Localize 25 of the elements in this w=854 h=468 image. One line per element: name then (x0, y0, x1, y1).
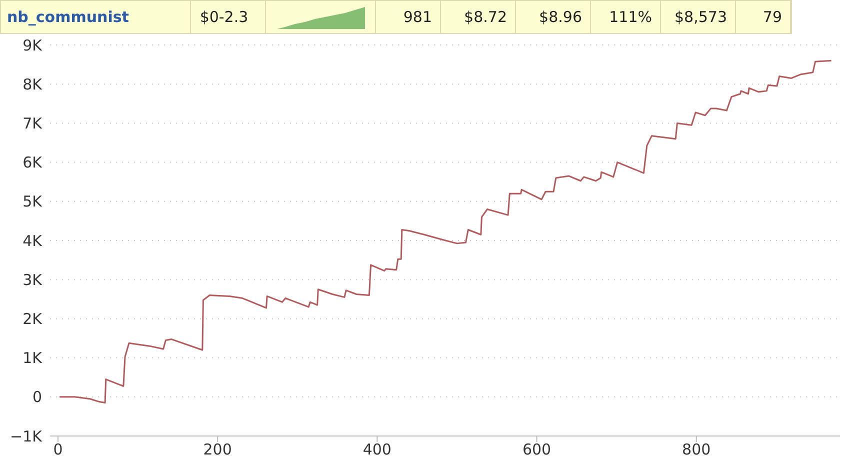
y-tick-label: 6K (22, 154, 44, 172)
y-tick-label: 4K (22, 232, 44, 250)
text: 111% (591, 1, 661, 33)
y-tick-label: 0 (32, 388, 42, 406)
text: 79 (736, 1, 791, 33)
text: $8.72 (441, 1, 516, 33)
x-tick-label: 200 (203, 440, 232, 459)
chart-title: nb_communist (1, 1, 191, 33)
y-tick-label: 7K (22, 114, 44, 133)
y-tick-label: 8K (22, 75, 44, 94)
x-tick-label: 400 (362, 440, 392, 459)
y-tick-label: 3K (22, 270, 44, 289)
text: 981 (376, 1, 441, 33)
line-series (58, 60, 832, 404)
text: $8,573 (661, 1, 736, 33)
x-tick-label: 0 (53, 440, 63, 459)
x-tick-label: 600 (522, 440, 552, 459)
y-tick-label: 9K (22, 36, 44, 54)
y-tick-label: 2K (22, 310, 44, 328)
x-tick-label: 800 (682, 440, 711, 459)
text: $8.96 (516, 1, 591, 33)
text: $0-2.3 (191, 1, 266, 33)
y-tick-label: 5K (22, 192, 44, 211)
y-tick-label: 1K (22, 349, 44, 368)
y-tick-label: −1K (10, 427, 44, 446)
